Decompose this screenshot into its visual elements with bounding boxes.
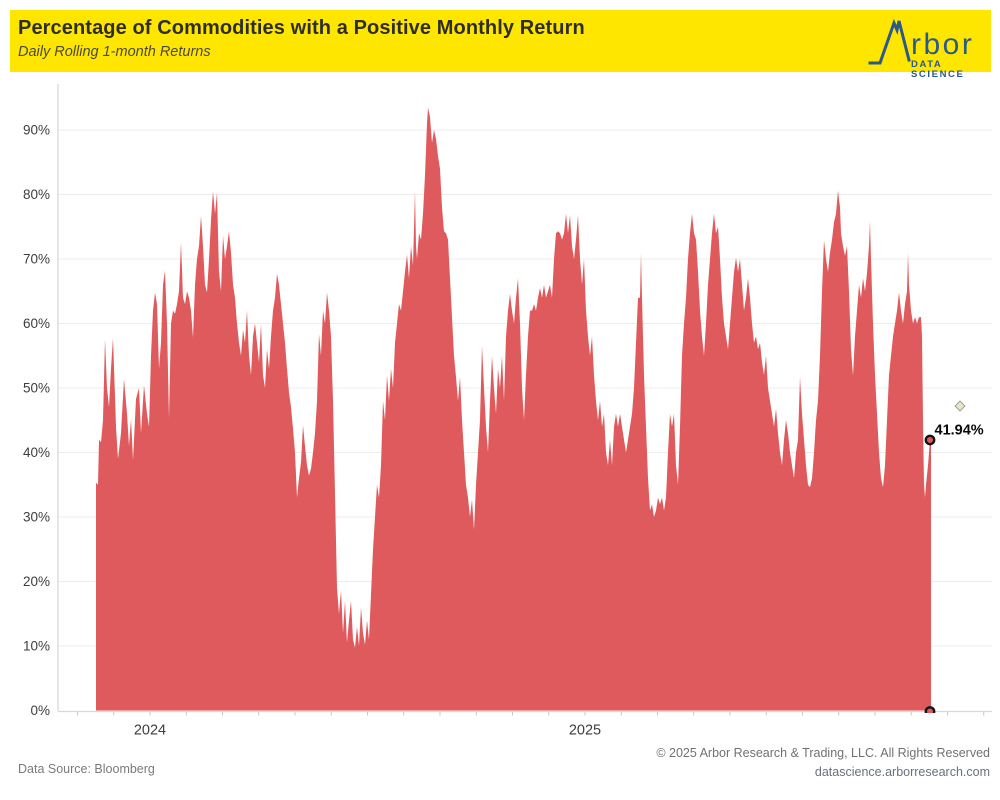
area-series	[96, 107, 931, 711]
diamond-marker-icon	[954, 400, 966, 412]
logo-peak-icon	[868, 18, 911, 65]
y-tick-label: 90%	[23, 123, 50, 138]
logo-brand-text: rbor	[911, 28, 975, 61]
arbor-logo: rbor DATA SCIENCE	[853, 13, 985, 80]
y-tick-label: 30%	[23, 510, 50, 525]
website-link[interactable]: datascience.arborresearch.com	[814, 765, 990, 779]
last-point-marker	[924, 434, 936, 446]
y-tick-label: 0%	[30, 703, 50, 718]
y-tick-label: 40%	[23, 445, 50, 460]
y-tick-label: 10%	[23, 639, 50, 654]
data-source-label: Data Source: Bloomberg	[18, 762, 155, 776]
footer-right: © 2025 Arbor Research & Trading, LLC. Al…	[656, 744, 990, 782]
y-tick-label: 50%	[23, 381, 50, 396]
y-tick-label: 70%	[23, 252, 50, 267]
header-titles: Percentage of Commodities with a Positiv…	[18, 16, 585, 62]
y-tick-label: 80%	[23, 187, 50, 202]
x-year-label: 2025	[569, 723, 601, 739]
page-subtitle: Daily Rolling 1-month Returns	[18, 44, 211, 60]
y-tick-label: 20%	[23, 574, 50, 589]
logo-peak-line	[868, 18, 911, 65]
last-value-label: 41.94%	[935, 422, 984, 438]
y-tick-label: 60%	[23, 316, 50, 331]
logo-tagline: DATA SCIENCE	[911, 59, 965, 80]
axis-date-marker	[924, 706, 936, 713]
page-title: Percentage of Commodities with a Positiv…	[18, 17, 585, 39]
x-year-label: 2024	[134, 723, 166, 739]
header-banner: Percentage of Commodities with a Positiv…	[10, 10, 991, 80]
copyright-text: © 2025 Arbor Research & Trading, LLC. Al…	[656, 746, 990, 760]
